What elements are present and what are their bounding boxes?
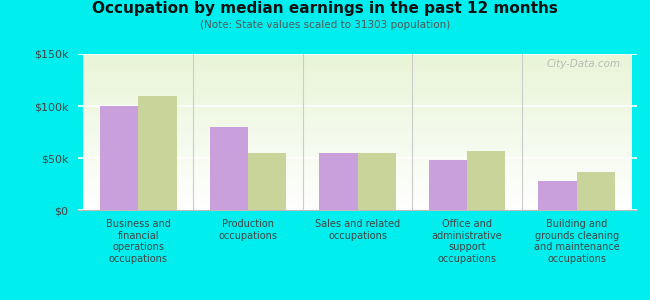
Bar [100,106,138,210]
Bar [248,153,286,210]
Text: City-Data.com: City-Data.com [546,59,620,69]
Bar [138,96,177,210]
Text: Occupation by median earnings in the past 12 months: Occupation by median earnings in the pas… [92,2,558,16]
Bar [429,160,467,210]
Bar [319,153,358,210]
Bar [538,181,577,210]
Bar [467,151,506,210]
Bar [358,153,396,210]
Bar [209,127,248,210]
Text: (Note: State values scaled to 31303 population): (Note: State values scaled to 31303 popu… [200,20,450,29]
Bar [577,172,615,210]
